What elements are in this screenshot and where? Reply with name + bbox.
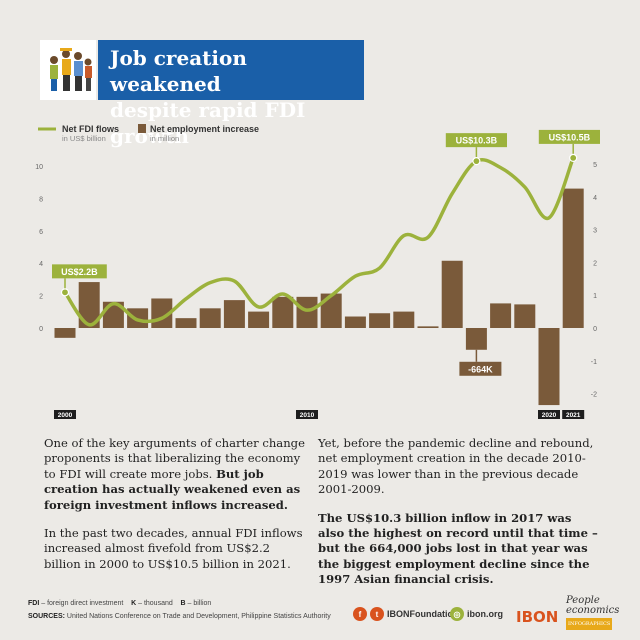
callout-point (569, 153, 578, 162)
employment-bar (223, 300, 245, 328)
employment-bar (320, 293, 342, 328)
y-right-tick-label: 1 (593, 293, 597, 300)
people-economics-logo: People economics INFOGRAPHICS (566, 596, 619, 630)
sources-key: SOURCES: (28, 613, 65, 620)
y-right-tick-label: 3 (593, 228, 597, 235)
callout-label: US$10.5B (549, 132, 591, 142)
employment-bar (514, 304, 536, 328)
y-left-tick-label: 10 (35, 164, 43, 171)
x-tick-label: 2010 (300, 412, 315, 419)
y-left-tick-label: 8 (39, 196, 43, 203)
abbr-b-val: – billion (185, 600, 212, 607)
brand-line-2: economics (566, 605, 620, 616)
y-right-tick-label: 2 (593, 260, 597, 267)
abbr-fdi-key: FDI (28, 600, 40, 607)
globe-icon: ◎ (450, 607, 464, 621)
employment-bar (272, 296, 294, 328)
paragraph-4: The US$10.3 billion inflow in 2017 was a… (318, 510, 598, 587)
callout-label: -664K (468, 364, 493, 374)
employment-bar (490, 303, 512, 328)
y-left-tick-label: 6 (39, 229, 43, 236)
y-right-tick-label: 5 (593, 162, 597, 169)
callout-label: US$10.3B (456, 136, 498, 146)
employment-bar (296, 296, 318, 328)
legend-fdi-sub: in US$ billion (62, 134, 106, 143)
y-right-tick-label: -2 (591, 392, 597, 399)
legend-fdi: Net FDI flows in US$ billion (38, 124, 119, 144)
employment-bar (175, 318, 197, 328)
paragraph-1-bold: But job creation has actually weakened e… (44, 466, 301, 512)
employment-bar (441, 260, 463, 328)
website-link: ◎ ibon.org (450, 607, 503, 621)
x-tick-label-bg (538, 410, 560, 419)
employment-bar (78, 282, 100, 328)
y-right-tick-label: -1 (591, 359, 597, 366)
y-right-tick-label: 0 (593, 326, 597, 333)
callout-box (52, 264, 107, 279)
social-links: f t IBONFoundation (353, 607, 459, 621)
title-line-1: Job creation weakened (110, 46, 247, 96)
employment-bar (393, 311, 415, 328)
people-icon (50, 48, 92, 91)
ibon-logo: IBON (516, 608, 559, 626)
y-left-tick-label: 4 (39, 261, 43, 268)
employment-bar (369, 313, 391, 328)
twitter-icon[interactable]: t (370, 607, 384, 621)
paragraph-1: One of the key arguments of charter chan… (44, 436, 306, 513)
sources: SOURCES: United Nations Conference on Tr… (28, 613, 331, 620)
title-line-2: despite rapid FDI growth (110, 98, 306, 148)
legend-emp-title: Net employment increase (150, 124, 260, 134)
employment-bar (54, 328, 76, 338)
facebook-icon[interactable]: f (353, 607, 367, 621)
employment-bar (344, 316, 366, 328)
people-illustration (40, 40, 96, 100)
social-handle[interactable]: IBONFoundation (387, 609, 459, 619)
legend-emp-sub: in million (150, 134, 180, 143)
x-tick-label-bg (54, 410, 76, 419)
brand-line-1: People (566, 595, 600, 606)
y-right-tick-label: 4 (593, 195, 597, 202)
text-column-left: One of the key arguments of charter chan… (44, 436, 306, 585)
sources-val: United Nations Conference on Trade and D… (64, 613, 331, 620)
y-left-tick-label: 0 (39, 326, 43, 333)
legend-fdi-title: Net FDI flows (62, 124, 120, 134)
legend-line-swatch (38, 127, 56, 131)
text-column-right: Yet, before the pandemic decline and reb… (318, 436, 600, 601)
abbr-k-val: – thousand (136, 600, 173, 607)
abbreviations: FDI – foreign direct investment K – thou… (28, 600, 211, 607)
employment-bar (538, 328, 560, 406)
page-title: Job creation weakened despite rapid FDI … (98, 40, 364, 148)
x-tick-label-bg (562, 410, 585, 419)
x-tick-label: 2020 (542, 412, 557, 419)
legend-employment: Net employment increase in million (138, 124, 259, 144)
x-tick-label: 2021 (566, 412, 581, 419)
brand-tag: INFOGRAPHICS (566, 618, 612, 630)
callout-point (472, 157, 481, 166)
website-text[interactable]: ibon.org (467, 609, 503, 619)
callout-box (538, 129, 600, 144)
employment-bar (199, 308, 221, 328)
legend-bar-swatch (138, 124, 146, 133)
x-tick-label-bg (296, 410, 318, 419)
callout-box (459, 361, 502, 376)
x-tick-label: 2000 (58, 412, 73, 419)
abbr-b-key: B (180, 600, 186, 607)
paragraph-3: Yet, before the pandemic decline and reb… (318, 436, 594, 497)
employment-bar (417, 326, 439, 328)
employment-bar (562, 188, 584, 328)
fdi-line (63, 156, 575, 327)
callout-box (445, 133, 507, 148)
callout-point (60, 288, 70, 297)
callout-label: US$2.2B (61, 267, 98, 277)
paragraph-1-text: One of the key arguments of charter chan… (44, 436, 305, 481)
y-left-tick-label: 2 (39, 294, 43, 301)
employment-bar (248, 311, 270, 328)
combo-chart: 0 2 4 6 8 10 -2 -1 0 1 2 3 4 5 2000 2010 2020 2021 US$2.2B… (35, 129, 600, 419)
employment-bar (465, 328, 487, 350)
abbr-fdi-val: – foreign direct investment (39, 600, 124, 607)
abbr-k-key: K (131, 600, 137, 607)
paragraph-2: In the past two decades, annual FDI infl… (44, 526, 303, 571)
